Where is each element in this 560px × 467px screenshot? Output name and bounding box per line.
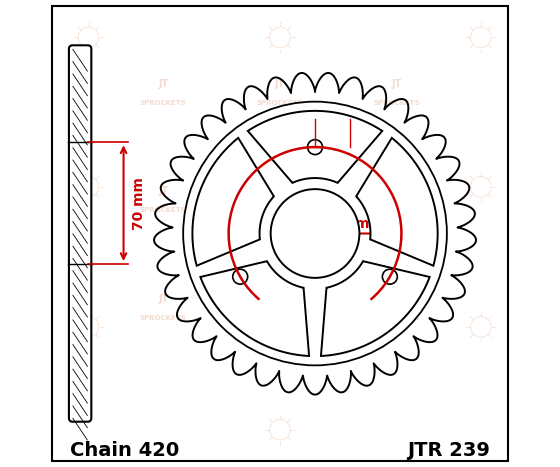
Text: SPROCKETS: SPROCKETS: [374, 207, 420, 213]
Polygon shape: [193, 138, 274, 266]
Text: JT: JT: [158, 79, 169, 89]
Text: JT: JT: [158, 294, 169, 304]
Text: JT: JT: [158, 186, 169, 197]
Text: JT: JT: [391, 79, 402, 89]
Text: SPROCKETS: SPROCKETS: [140, 315, 186, 320]
Text: SPROCKETS: SPROCKETS: [256, 315, 304, 320]
Polygon shape: [356, 138, 438, 266]
Polygon shape: [200, 261, 309, 356]
Text: 90 mm: 90 mm: [332, 217, 384, 231]
Text: 70 mm: 70 mm: [132, 177, 146, 230]
Circle shape: [307, 140, 323, 155]
Text: JT: JT: [391, 186, 402, 197]
Text: JT: JT: [391, 294, 402, 304]
Text: Chain 420: Chain 420: [70, 441, 179, 460]
FancyBboxPatch shape: [69, 45, 91, 422]
Polygon shape: [321, 261, 430, 356]
Text: JTR 239: JTR 239: [407, 441, 490, 460]
Text: SPROCKETS: SPROCKETS: [140, 207, 186, 213]
Text: SPROCKETS: SPROCKETS: [256, 207, 304, 213]
Text: 10.5: 10.5: [316, 118, 347, 131]
Text: SPROCKETS: SPROCKETS: [374, 100, 420, 106]
Polygon shape: [154, 73, 476, 395]
Text: SPROCKETS: SPROCKETS: [140, 100, 186, 106]
Text: JT: JT: [275, 79, 285, 89]
Polygon shape: [248, 111, 382, 183]
Text: SPROCKETS: SPROCKETS: [256, 100, 304, 106]
Text: SPROCKETS: SPROCKETS: [374, 315, 420, 320]
Circle shape: [270, 189, 360, 278]
Circle shape: [233, 269, 248, 284]
Circle shape: [183, 102, 447, 365]
Circle shape: [382, 269, 397, 284]
Text: JT: JT: [275, 186, 285, 197]
Text: JT: JT: [275, 294, 285, 304]
